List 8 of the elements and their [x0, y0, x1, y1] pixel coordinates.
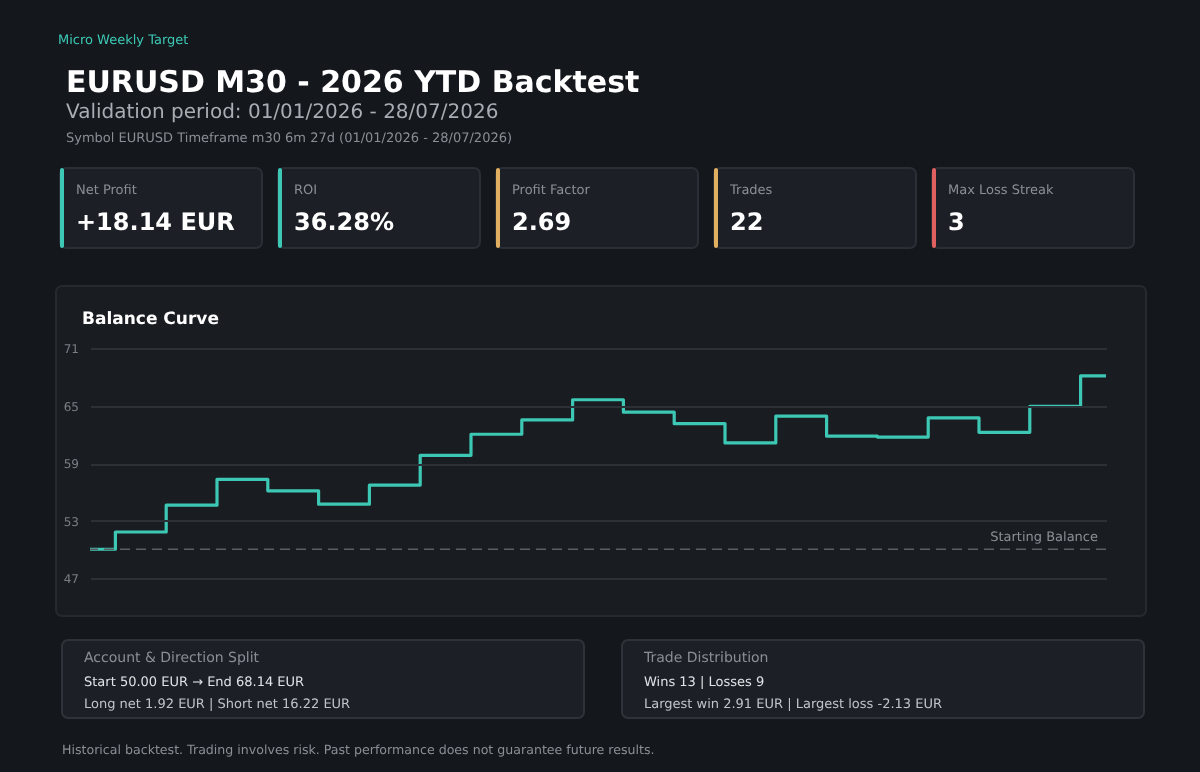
text: 22	[730, 208, 764, 236]
chart-title: EURUSD M30 - 2026 YTD Backtest	[66, 64, 640, 100]
text: +18.14 EUR	[76, 208, 235, 236]
text: Validation period: 01/01/2026 - 28/07/2026	[66, 102, 499, 124]
text: Balance Curve	[82, 310, 220, 330]
text: 36.28%	[294, 208, 394, 236]
text: 3	[948, 208, 965, 236]
text: 2.69	[512, 208, 572, 236]
